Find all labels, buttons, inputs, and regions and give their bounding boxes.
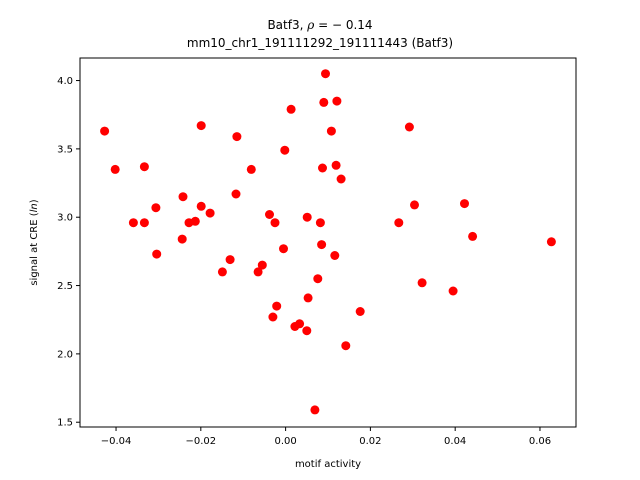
- data-point: [310, 405, 320, 415]
- x-tick-label: 0.00: [274, 436, 296, 447]
- data-point: [336, 174, 346, 184]
- data-point: [355, 307, 365, 316]
- data-point: [177, 234, 187, 244]
- data-point: [317, 240, 327, 250]
- data-point: [232, 132, 242, 142]
- data-point: [321, 69, 330, 79]
- y-tick-label: 2.5: [57, 281, 73, 292]
- data-point: [332, 96, 342, 106]
- data-point: [295, 319, 305, 329]
- data-point: [404, 122, 414, 132]
- data-point: [196, 121, 206, 131]
- data-point: [205, 208, 215, 218]
- data-point: [270, 218, 280, 228]
- data-point: [468, 231, 478, 241]
- data-point: [100, 126, 110, 136]
- data-point: [319, 97, 329, 107]
- y-tick-label: 1.5: [57, 418, 73, 429]
- x-tick-label: 0.02: [359, 436, 381, 447]
- data-point: [196, 201, 206, 211]
- data-point: [394, 218, 404, 228]
- data-point: [460, 199, 469, 209]
- data-point: [225, 255, 235, 265]
- data-point: [217, 267, 227, 277]
- data-point: [139, 162, 149, 172]
- data-point: [318, 163, 327, 173]
- data-point: [410, 200, 419, 210]
- data-point: [178, 192, 188, 202]
- y-tick-label: 3.0: [57, 213, 73, 224]
- y-tick-label: 2.0: [57, 349, 73, 360]
- data-point: [302, 212, 312, 222]
- x-tick-label: −0.04: [101, 436, 132, 447]
- data-point: [417, 278, 427, 288]
- data-point: [265, 210, 274, 219]
- data-point: [331, 160, 341, 170]
- data-point: [315, 218, 325, 228]
- data-point: [313, 274, 323, 284]
- x-tick-label: −0.02: [185, 436, 216, 447]
- data-point: [303, 293, 313, 303]
- chart-title-line2: mm10_chr1_191111292_191111443 (Batf3): [187, 36, 453, 50]
- data-point: [326, 126, 336, 136]
- data-point: [272, 301, 282, 311]
- x-axis-label: motif activity: [295, 459, 361, 470]
- data-point: [279, 244, 288, 254]
- data-point: [448, 286, 458, 296]
- data-point: [151, 203, 161, 213]
- data-point: [152, 249, 162, 259]
- axis-ticks: −0.04 −0.02 0.00 0.02 0.04 0.06 1.5 2.0 2.5 3.0 3.…: [57, 76, 551, 447]
- y-tick-label: 3.5: [57, 144, 73, 155]
- data-point: [246, 164, 256, 174]
- data-point: [257, 260, 267, 270]
- data-point: [280, 145, 290, 155]
- data-point: [128, 218, 138, 228]
- y-axis-label: signal at CRE (ln): [29, 199, 40, 285]
- x-tick-label: 0.04: [444, 436, 466, 447]
- x-tick-label: 0.06: [529, 436, 551, 447]
- data-point: [546, 237, 556, 247]
- data-point: [330, 251, 340, 260]
- data-point: [139, 218, 149, 228]
- data-point: [231, 189, 241, 199]
- y-tick-label: 4.0: [57, 76, 73, 87]
- data-point: [268, 312, 278, 322]
- data-point: [286, 104, 296, 114]
- data-point: [190, 216, 200, 226]
- data-point: [253, 267, 263, 277]
- data-point: [302, 326, 312, 336]
- data-point: [341, 341, 351, 351]
- chart-title-line1: Batf3, ρ = − 0.14: [267, 18, 372, 32]
- axes-frame: [79, 57, 577, 428]
- data-points: [100, 69, 556, 415]
- data-point: [110, 164, 120, 174]
